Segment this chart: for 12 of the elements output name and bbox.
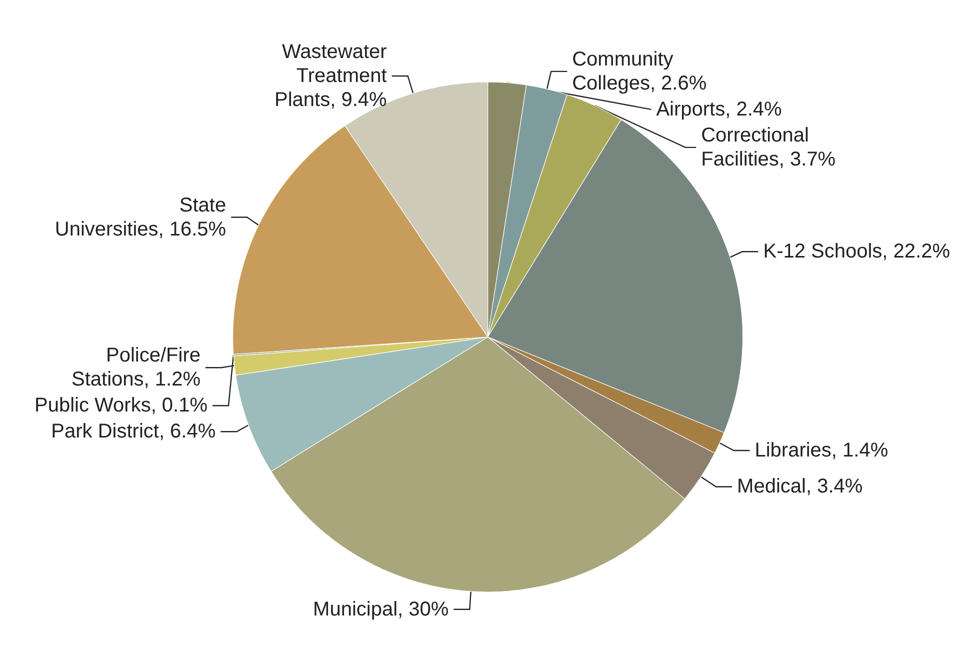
slice-label: Community Colleges, 2.6% bbox=[572, 48, 707, 94]
slice-label: Libraries, 1.4% bbox=[754, 439, 888, 462]
slice-label: Municipal, 30% bbox=[313, 598, 449, 620]
slice-label: Correctional Facilities, 3.7% bbox=[701, 124, 836, 170]
slice-label: Wastewater Treatment Plants, 9.4% bbox=[274, 40, 388, 111]
slice-label: Airports, 2.4% bbox=[656, 98, 782, 120]
slice-label: Police/Fire Stations, 1.2% bbox=[72, 344, 201, 391]
slice-label: Park District, 6.4% bbox=[51, 420, 216, 443]
slice-label: Public Works, 0.1% bbox=[34, 394, 208, 417]
slice-label: Medical, 3.4% bbox=[737, 476, 863, 498]
slice-label: K-12 Schools, 22.2% bbox=[763, 240, 950, 263]
slice-label: State Universities, 16.5% bbox=[54, 194, 226, 240]
